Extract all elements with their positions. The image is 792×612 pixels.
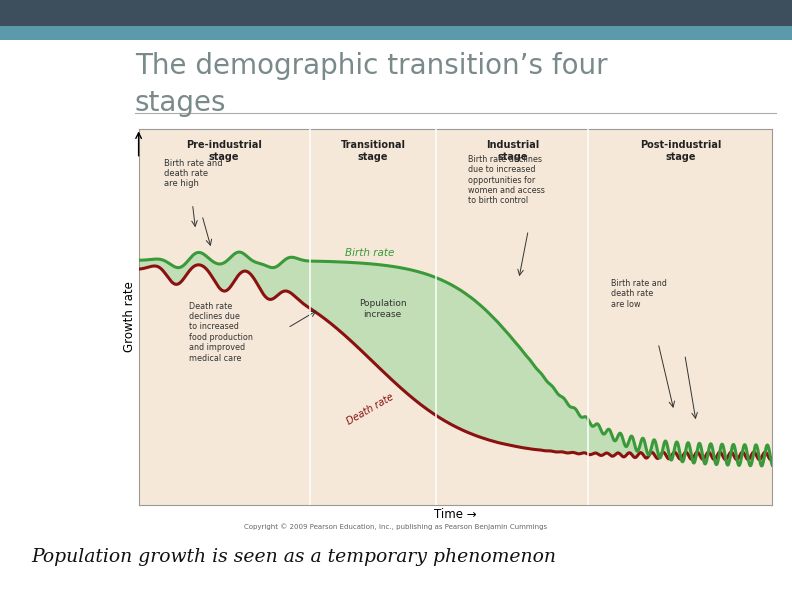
Text: Industrial
stage: Industrial stage bbox=[485, 140, 539, 162]
Text: Birth rate: Birth rate bbox=[345, 248, 394, 258]
Text: Post-industrial
stage: Post-industrial stage bbox=[640, 140, 721, 162]
Text: Birth rate and
death rate
are high: Birth rate and death rate are high bbox=[164, 159, 223, 188]
Text: Death rate: Death rate bbox=[345, 392, 395, 427]
Text: Transitional
stage: Transitional stage bbox=[341, 140, 406, 162]
Y-axis label: Growth rate: Growth rate bbox=[123, 282, 135, 352]
X-axis label: Time →: Time → bbox=[434, 508, 477, 521]
Text: Population
increase: Population increase bbox=[359, 299, 406, 319]
Text: Pre-industrial
stage: Pre-industrial stage bbox=[186, 140, 262, 162]
Text: Birth rate and
death rate
are low: Birth rate and death rate are low bbox=[611, 279, 667, 309]
Text: Population growth is seen as a temporary phenomenon: Population growth is seen as a temporary… bbox=[32, 548, 557, 566]
Text: Copyright © 2009 Pearson Education, Inc., publishing as Pearson Benjamin Cumming: Copyright © 2009 Pearson Education, Inc.… bbox=[245, 523, 547, 530]
Text: Death rate
declines due
to increased
food production
and improved
medical care: Death rate declines due to increased foo… bbox=[189, 302, 253, 363]
Text: stages: stages bbox=[135, 89, 227, 117]
Text: Birth rate declines
due to increased
opportunities for
women and access
to birth: Birth rate declines due to increased opp… bbox=[468, 155, 545, 206]
Text: The demographic transition’s four: The demographic transition’s four bbox=[135, 52, 607, 80]
